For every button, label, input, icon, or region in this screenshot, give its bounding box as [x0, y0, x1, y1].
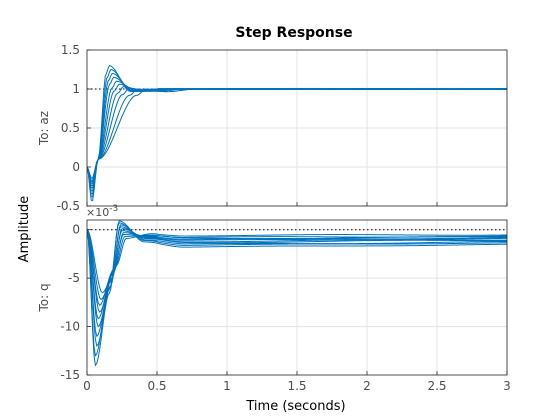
y-tick-label: 0: [72, 223, 80, 237]
subplot-q: -15 -10 -5 0 0 0.5 1 1.5 2 2.5 3 To: q ×10-3: [37, 204, 511, 393]
x-tick-label: 2.5: [427, 379, 446, 393]
y-tick-label: 0: [72, 160, 80, 174]
chart-title: Step Response: [235, 25, 352, 41]
response-line: [87, 229, 507, 294]
subplot-label: To: az: [37, 111, 51, 146]
y-tick-label: -10: [60, 320, 80, 334]
x-tick-label: 1.5: [287, 379, 306, 393]
response-line: [87, 220, 507, 367]
y-axis-label: Amplitude: [17, 196, 32, 263]
y-tick-label: -15: [60, 368, 80, 382]
exponent-power: -3: [109, 204, 118, 214]
y-tick-label: -5: [68, 271, 80, 285]
x-tick-label: 2: [363, 379, 371, 393]
x-axis-label: Time (seconds): [245, 399, 345, 414]
subplot-az: -0.5 0 0.5 1 1.5 To: az: [37, 43, 508, 213]
x-tick-label: 0: [83, 379, 91, 393]
subplot-label: To: q: [37, 283, 51, 312]
axis-exponent-label: ×10-3: [86, 204, 118, 219]
y-tick-label: 1.5: [61, 43, 80, 57]
x-tick-label: 1: [223, 379, 231, 393]
y-tick-label: 0.5: [61, 121, 80, 135]
x-tick-label: 3: [503, 379, 511, 393]
response-line: [87, 224, 507, 348]
response-line: [87, 229, 507, 301]
response-line: [87, 88, 507, 179]
response-line: [87, 229, 507, 320]
y-tick-label: -0.5: [57, 199, 80, 213]
x-tick-label: 0.5: [147, 379, 166, 393]
series-group: [87, 65, 507, 202]
series-group: [87, 220, 507, 367]
response-line: [87, 228, 507, 328]
y-tick-label: 1: [72, 82, 80, 96]
exponent-base: ×10: [86, 206, 109, 219]
